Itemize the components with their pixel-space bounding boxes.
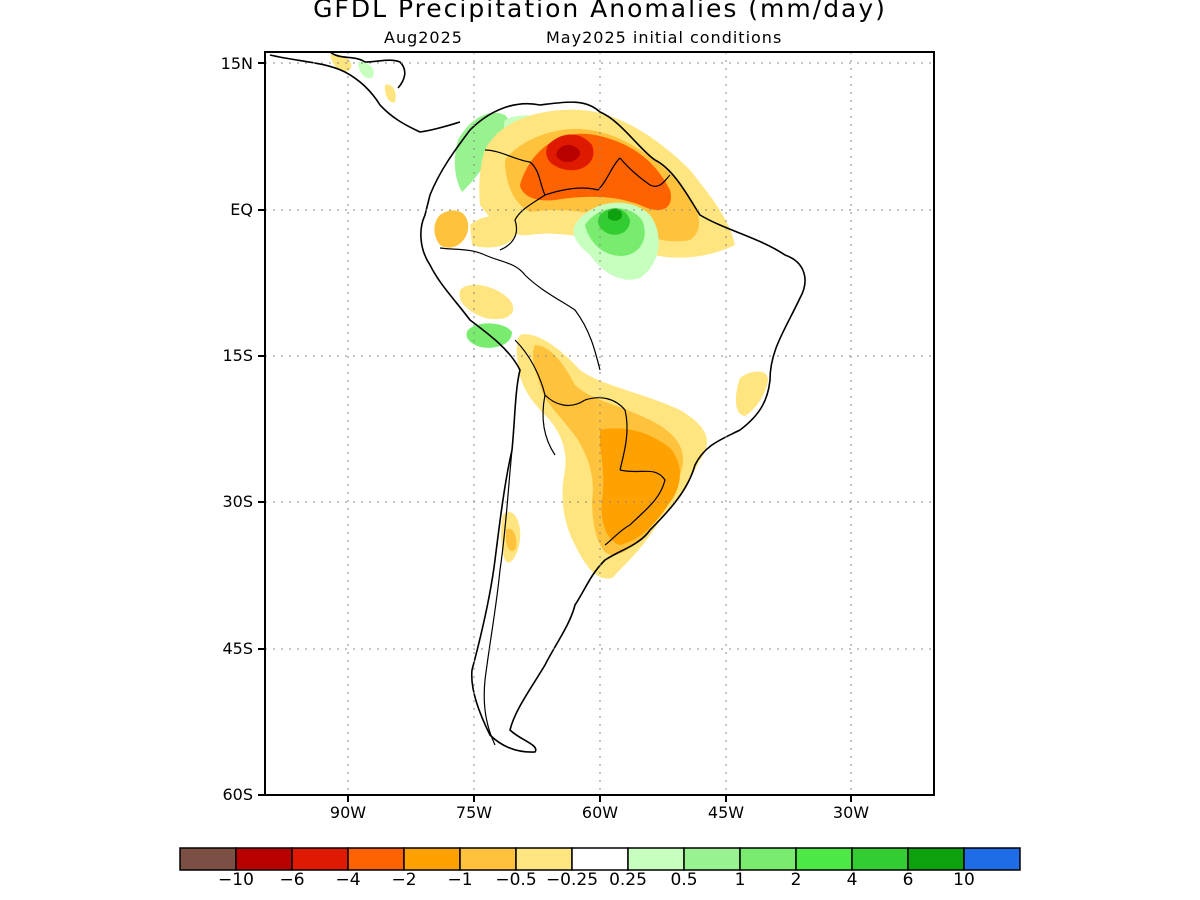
- colorbar-swatch: [851, 847, 909, 871]
- colorbar-swatch: [179, 847, 237, 871]
- anomaly-region-amazon-wet-3: [598, 208, 630, 235]
- colorbar-swatch: [403, 847, 461, 871]
- country-borders: [439, 149, 671, 746]
- colorbar-label: 0.5: [670, 870, 698, 890]
- lon-tick-label: 60W: [581, 803, 619, 822]
- colorbar-label: −0.5: [495, 870, 537, 890]
- anomaly-region-argentina-dry-2: [506, 528, 517, 552]
- colorbar-swatch: [291, 847, 349, 871]
- anomaly-field: [330, 54, 768, 579]
- colorbar-label: −2: [391, 870, 417, 890]
- coastline-caribbean: [329, 52, 406, 89]
- colorbar-label: 10: [953, 870, 975, 890]
- anomaly-region-amazon-wet-peak: [608, 208, 622, 221]
- chart-subtitle-init: May2025 initial conditions: [546, 28, 783, 47]
- anomaly-region-peru-dry-2: [459, 284, 514, 320]
- colorbar-label: 1: [734, 870, 746, 890]
- anomaly-region-mexico-dry: [330, 54, 352, 72]
- colorbar-swatch: [627, 847, 685, 871]
- colorbar-label: 6: [902, 870, 914, 890]
- colorbar-label: −6: [279, 870, 305, 890]
- colorbar-swatch: [683, 847, 741, 871]
- lat-tick-label: 60S: [222, 785, 253, 804]
- chart-subtitle-month: Aug2025: [384, 28, 463, 47]
- chart-title: GFDL Precipitation Anomalies (mm/day): [313, 0, 887, 23]
- lon-tick-label: 45W: [707, 803, 745, 822]
- colorbar-label: −4: [335, 870, 361, 890]
- colorbar-swatch: [739, 847, 797, 871]
- colorbar-label: 2: [790, 870, 802, 890]
- lon-tick-label: 90W: [329, 803, 367, 822]
- anomaly-region-east-brazil-dry: [735, 371, 768, 416]
- anomaly-region-guiana-dry-peak: [556, 144, 580, 162]
- colorbar-swatch: [907, 847, 965, 871]
- colorbar-swatch: [795, 847, 853, 871]
- colorbar-swatch: [459, 847, 517, 871]
- lat-tick-label: 45S: [222, 639, 253, 658]
- colorbar-swatch: [347, 847, 405, 871]
- colorbar-label: −10: [218, 870, 254, 890]
- lon-tick-label: 30W: [832, 803, 870, 822]
- colorbar-label: −1: [447, 870, 473, 890]
- colorbar: [179, 847, 1021, 871]
- anomaly-region-peru-dry: [470, 216, 515, 248]
- colorbar-swatch: [515, 847, 573, 871]
- colorbar-swatch: [571, 847, 629, 871]
- colorbar-swatch: [963, 847, 1021, 871]
- lat-tick-label: EQ: [230, 200, 253, 219]
- coastline-central-america: [269, 54, 461, 133]
- anomaly-region-nicaragua-dry: [384, 84, 396, 103]
- colorbar-swatch: [235, 847, 293, 871]
- colorbar-label: −0.25: [545, 870, 599, 890]
- lat-tick-label: 15S: [222, 346, 253, 365]
- anomaly-region-ecuador-dry: [434, 210, 469, 248]
- colorbar-label: 0.25: [609, 870, 647, 890]
- anomaly-region-central-america-wet: [358, 61, 374, 79]
- lon-tick-label: 75W: [455, 803, 493, 822]
- axis-ticks: [258, 62, 852, 802]
- lat-tick-label: 15N: [220, 54, 253, 73]
- anomaly-region-south-brazil-dry: [600, 428, 680, 545]
- colorbar-label: 4: [846, 870, 858, 890]
- lat-tick-label: 30S: [222, 492, 253, 511]
